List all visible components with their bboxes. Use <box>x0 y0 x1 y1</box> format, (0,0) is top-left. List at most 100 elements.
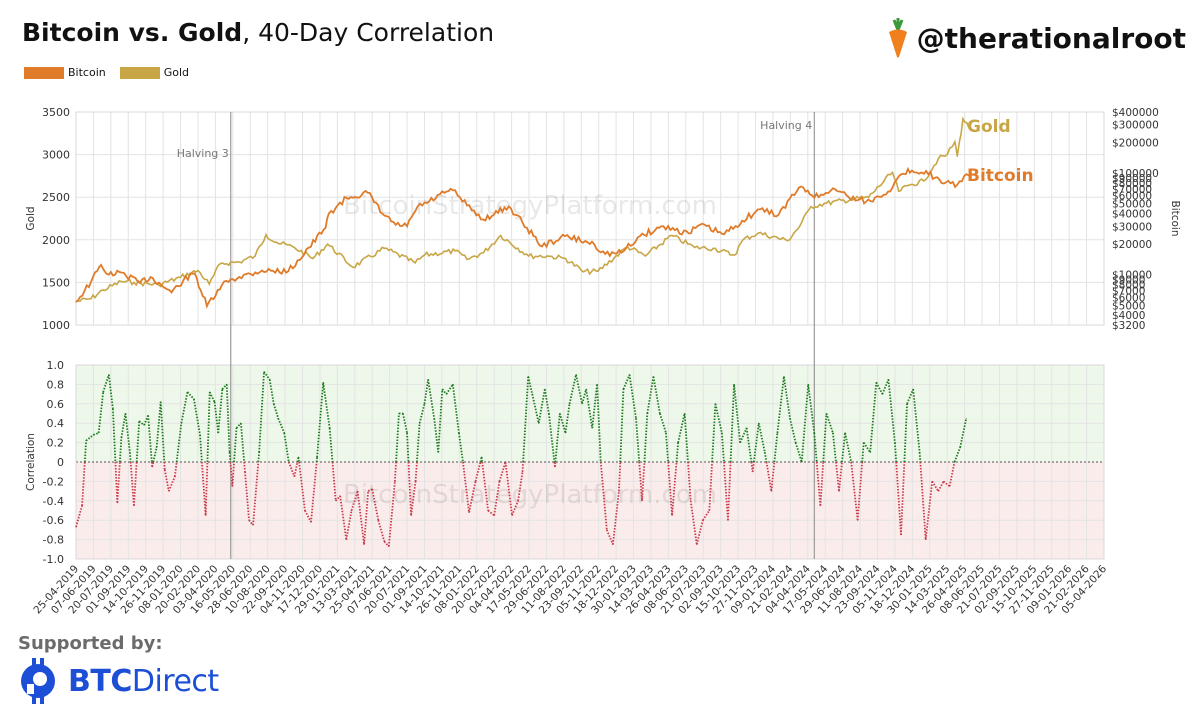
correlation-segment <box>531 393 540 424</box>
correlation-point <box>235 427 237 429</box>
correlation-point <box>419 422 421 424</box>
correlation-point <box>554 466 556 468</box>
correlation-point <box>383 541 385 543</box>
correlation-segment <box>418 403 426 424</box>
author-handle: @therationalroot <box>885 18 1186 58</box>
bitcoin-point <box>287 270 289 272</box>
correlation-segment <box>293 461 299 477</box>
gold-point <box>102 289 104 291</box>
correlation-point <box>900 534 902 536</box>
legend-item-gold[interactable]: Gold <box>119 66 189 79</box>
correlation-tick-label: -0.8 <box>43 534 64 547</box>
correlation-segment <box>765 461 773 492</box>
correlation-segment <box>825 413 834 434</box>
correlation-point <box>335 500 337 502</box>
right-tick-label: $300000 <box>1112 120 1159 132</box>
correlation-segment <box>822 413 828 463</box>
correlation-point <box>857 519 859 521</box>
correlation-point <box>427 379 429 381</box>
correlation-point <box>186 391 188 393</box>
correlation-segment <box>173 461 178 477</box>
correlation-point <box>581 403 583 405</box>
correlation-segment <box>942 480 951 487</box>
right-tick-label: $8000 <box>1112 280 1145 292</box>
correlation-point <box>193 398 195 400</box>
correlation-segment <box>107 374 114 409</box>
correlation-point <box>199 434 201 436</box>
correlation-segment <box>641 461 646 501</box>
gold-point <box>254 255 256 257</box>
correlation-point <box>143 424 145 426</box>
gold-point <box>120 280 122 283</box>
correlation-segment <box>554 413 561 463</box>
bitcoin-point <box>120 271 122 274</box>
gold-point <box>897 190 900 192</box>
correlation-segment <box>838 461 843 492</box>
correlation-segment <box>564 403 571 434</box>
correlation-segment <box>850 461 859 521</box>
bitcoin-point <box>426 202 428 204</box>
right-tick-label: $20000 <box>1112 239 1152 251</box>
correlation-point <box>388 545 390 547</box>
correlation-segment <box>138 420 145 426</box>
correlation-point <box>277 417 279 419</box>
legend-item-bitcoin[interactable]: Bitcoin <box>24 66 106 79</box>
negative-zone <box>76 462 1104 559</box>
gold-point <box>352 266 354 268</box>
correlation-segment <box>297 457 300 463</box>
correlation-segment <box>753 423 760 463</box>
right-tick-label: $9000 <box>1112 274 1145 286</box>
gold-point <box>962 118 964 120</box>
correlation-point <box>147 414 149 416</box>
correlation-segment <box>258 371 265 453</box>
correlation-segment <box>844 432 853 463</box>
correlation-point <box>813 432 815 434</box>
correlation-segment <box>794 442 803 463</box>
correlation-point <box>752 471 754 473</box>
correlation-segment <box>832 432 837 463</box>
correlation-segment <box>895 461 902 535</box>
correlation-point <box>887 379 889 381</box>
gold-point <box>423 254 426 256</box>
correlation-point <box>124 413 126 414</box>
correlation-point <box>776 432 778 434</box>
bitcoin-point <box>206 305 208 307</box>
correlation-segment <box>97 392 105 433</box>
correlation-point <box>244 471 246 473</box>
correlation-segment <box>163 469 170 492</box>
correlation-segment <box>133 461 138 506</box>
gold-point <box>786 240 789 242</box>
bitcoin-point <box>870 200 872 202</box>
correlation-point <box>120 437 122 439</box>
correlation-point <box>564 432 566 434</box>
bitcoin-point <box>381 212 383 215</box>
gold-point <box>799 225 801 227</box>
correlation-segment <box>310 461 318 523</box>
correlation-point <box>844 432 846 434</box>
correlation-point <box>240 422 242 424</box>
bitcoin-point <box>75 301 77 303</box>
correlation-segment <box>900 461 906 535</box>
correlation-segment <box>575 374 583 404</box>
chart-title: Bitcoin vs. Gold, 40-Day Correlation <box>22 18 494 47</box>
correlation-point <box>912 388 914 390</box>
sponsor-logo[interactable]: BTCDirect <box>18 658 219 704</box>
right-tick-label: $70000 <box>1112 184 1152 196</box>
correlation-point <box>801 461 803 463</box>
correlation-segment <box>618 461 622 492</box>
correlation-point <box>606 529 608 531</box>
correlation-point <box>180 422 182 424</box>
gold-point <box>597 270 599 272</box>
correlation-point <box>758 422 760 424</box>
correlation-segment <box>835 461 840 492</box>
correlation-point <box>81 505 83 507</box>
correlation-segment <box>83 440 88 463</box>
right-axis-title: Bitcoin <box>1169 200 1181 236</box>
correlation-segment <box>689 500 698 545</box>
correlation-point <box>714 403 716 405</box>
correlation-point <box>345 539 347 541</box>
correlation-segment <box>120 413 127 438</box>
correlation-point <box>600 461 602 463</box>
correlation-segment <box>919 461 927 540</box>
